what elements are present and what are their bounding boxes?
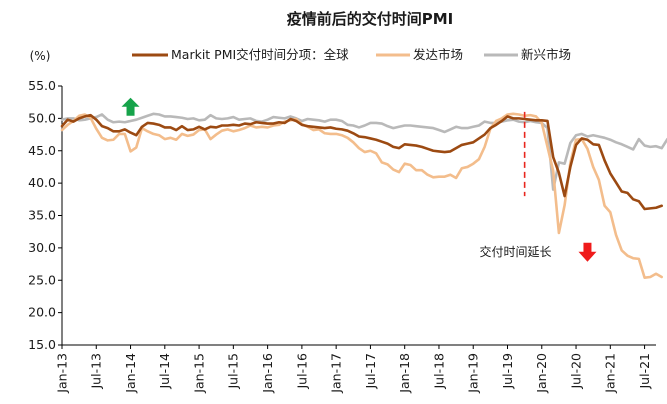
legend-label-global: Markit PMI交付时间分项：全球 [171, 47, 349, 62]
x-tick-label: Jul-18 [431, 353, 446, 390]
x-tick-label: Jul-16 [294, 353, 309, 390]
y-tick-label: 15.0 [28, 337, 56, 352]
y-tick-label: 20.0 [28, 305, 56, 320]
x-tick-label: Jan-17 [329, 353, 344, 394]
annotation-delivery-extended: 交付时间延长 [479, 244, 551, 259]
legend-label-developed: 发达市场 [413, 47, 463, 62]
x-tick-label: Jul-15 [226, 353, 241, 390]
y-tick-label: 50.0 [28, 110, 56, 125]
x-tick-label: Jul-13 [89, 353, 104, 390]
x-tick-label: Jul-17 [363, 353, 378, 390]
series-line-developed [60, 112, 664, 279]
y-axis-unit: (%) [30, 49, 51, 63]
x-tick-label: Jan-18 [397, 353, 412, 394]
x-tick-label: Jan-19 [466, 353, 481, 394]
series-line-global [60, 113, 664, 211]
x-tick-label: Jul-20 [568, 353, 583, 390]
red-down-arrow-icon [578, 242, 597, 262]
legend-label-emerging: 新兴市场 [521, 47, 571, 62]
x-axis: Jan-13 Jul-13 Jan-14 Jul-14 Jan-15 Jul-15 Jan-… [54, 344, 656, 394]
y-tick-label: 55.0 [28, 78, 56, 93]
y-axis: 15.0 20.0 25.0 30.0 35.0 40.0 45.0 50.0 55.0 [28, 78, 63, 352]
x-tick-label: Jan-21 [603, 353, 618, 394]
y-tick-label: 40.0 [28, 175, 56, 190]
x-tick-label: Jan-15 [191, 353, 206, 394]
x-tick-label: Jul-14 [157, 353, 172, 390]
x-tick-label: Jan-14 [123, 353, 138, 394]
x-tick-label: Jan-20 [534, 353, 549, 394]
x-tick-label: Jan-16 [260, 353, 275, 394]
y-tick-label: 30.0 [28, 240, 56, 255]
x-tick-label: Jan-13 [54, 353, 69, 394]
x-tick-label: Jul-21 [637, 353, 652, 390]
green-up-arrow-icon [121, 97, 140, 116]
series-line-emerging [60, 112, 667, 191]
y-tick-label: 45.0 [28, 143, 56, 158]
x-tick-label: Jul-19 [500, 353, 515, 390]
y-tick-label: 25.0 [28, 272, 56, 287]
chart-title: 疫情前后的交付时间PMI [287, 10, 454, 28]
series-layer [60, 112, 667, 279]
legend: Markit PMI交付时间分项：全球 发达市场 新兴市场 [132, 47, 571, 62]
y-tick-label: 35.0 [28, 208, 56, 223]
